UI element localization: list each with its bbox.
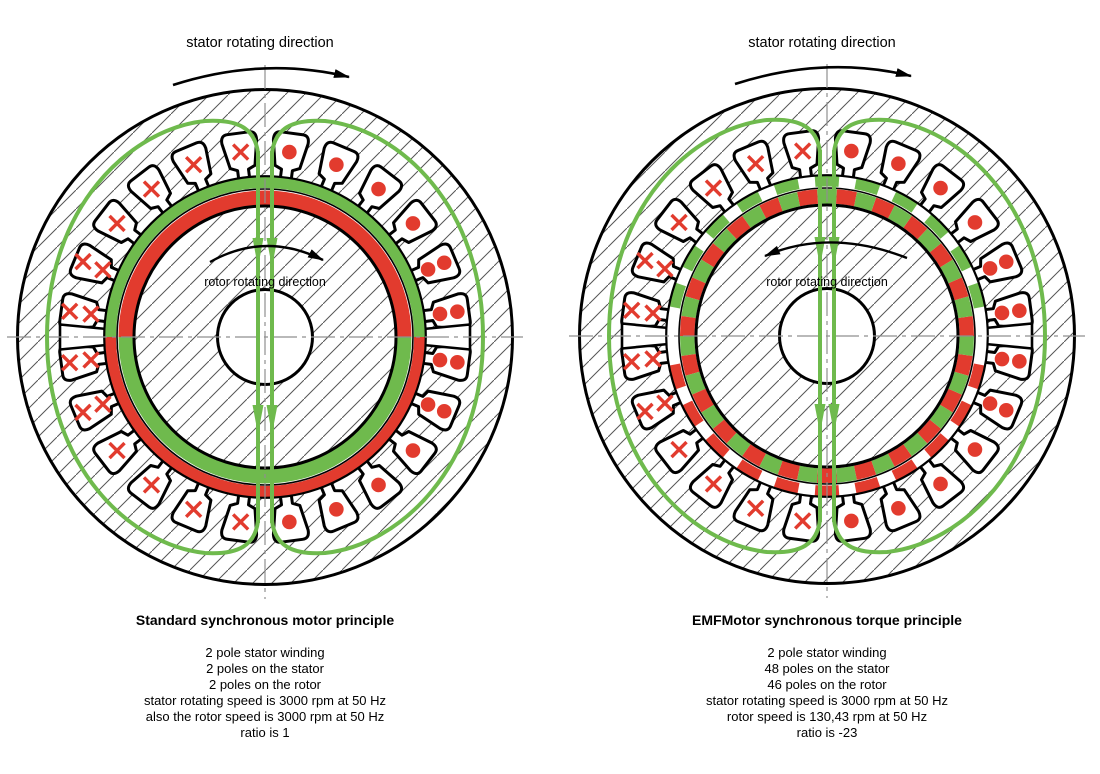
left-caption-line: ratio is 1 xyxy=(240,725,289,740)
direction-arrows xyxy=(172,66,350,264)
current-x-icon xyxy=(108,441,126,460)
left-caption-line: 2 poles on the stator xyxy=(206,661,324,676)
current-x-icon xyxy=(670,440,688,459)
current-dot-icon xyxy=(405,443,421,458)
rotor-direction-arrow xyxy=(209,244,324,264)
current-dot-icon xyxy=(436,255,452,271)
current-x-icon xyxy=(793,512,812,530)
current-dot-icon xyxy=(933,180,948,196)
current-dot-icon xyxy=(844,143,859,159)
current-x-icon xyxy=(622,301,641,319)
stator-direction-arrow xyxy=(734,65,912,86)
right-caption-line: ratio is -23 xyxy=(797,725,858,740)
current-x-icon xyxy=(793,142,812,160)
current-dot-icon xyxy=(329,157,344,172)
current-x-icon xyxy=(184,155,203,174)
current-dot-icon xyxy=(432,352,448,368)
stator-direction-arrow xyxy=(172,66,350,87)
current-x-icon xyxy=(656,394,674,412)
left-rotor-direction-label: rotor rotating direction xyxy=(204,275,326,289)
current-x-icon xyxy=(231,513,250,531)
current-dot-icon xyxy=(405,216,421,231)
current-dot-icon xyxy=(371,477,386,493)
winding-current-markers xyxy=(622,142,1027,530)
current-dot-icon xyxy=(891,501,906,516)
right-motor-title: EMFMotor synchronous torque principle xyxy=(692,612,962,628)
right-motor-diagram xyxy=(569,64,1085,598)
right-stator-direction-label: stator rotating direction xyxy=(748,35,896,51)
right-caption-line: 48 poles on the stator xyxy=(764,661,890,676)
right-caption-line: 2 pole stator winding xyxy=(767,645,886,660)
right-rotor-direction-label: rotor rotating direction xyxy=(766,275,888,289)
current-x-icon xyxy=(108,214,126,233)
left-motor-diagram xyxy=(7,65,523,599)
current-x-icon xyxy=(94,395,112,413)
current-dot-icon xyxy=(420,397,436,412)
current-dot-icon xyxy=(1012,303,1027,318)
current-dot-icon xyxy=(967,442,983,457)
left-caption-line: 2 pole stator winding xyxy=(205,645,324,660)
current-x-icon xyxy=(644,350,662,368)
right-caption-line: stator rotating speed is 3000 rpm at 50 … xyxy=(706,693,948,708)
current-dot-icon xyxy=(933,476,948,492)
direction-arrows xyxy=(734,65,912,260)
current-dot-icon xyxy=(982,396,998,411)
current-x-icon xyxy=(231,143,250,161)
current-x-icon xyxy=(670,213,688,232)
current-x-icon xyxy=(704,475,723,493)
current-dot-icon xyxy=(994,305,1010,321)
current-dot-icon xyxy=(891,156,906,171)
rotor-direction-arrow xyxy=(764,241,908,260)
current-dot-icon xyxy=(282,514,297,530)
current-x-icon xyxy=(94,261,112,279)
current-dot-icon xyxy=(994,351,1010,367)
left-motor-title: Standard synchronous motor principle xyxy=(136,612,394,628)
current-dot-icon xyxy=(432,306,448,322)
current-x-icon xyxy=(746,499,765,518)
current-dot-icon xyxy=(967,215,983,230)
current-x-icon xyxy=(74,252,92,271)
left-stator-direction-label: stator rotating direction xyxy=(186,35,334,51)
left-caption-line: 2 poles on the rotor xyxy=(209,677,322,692)
current-x-icon xyxy=(82,351,100,369)
current-x-icon xyxy=(142,476,161,494)
centerlines xyxy=(569,64,1085,598)
current-dot-icon xyxy=(844,513,859,529)
current-x-icon xyxy=(74,403,92,422)
left-caption-line: stator rotating speed is 3000 rpm at 50 … xyxy=(144,693,386,708)
current-dot-icon xyxy=(998,402,1014,418)
right-caption-line: rotor speed is 130,43 rpm at 50 Hz xyxy=(727,709,927,724)
current-dot-icon xyxy=(450,304,465,319)
current-dot-icon xyxy=(998,254,1014,270)
current-x-icon xyxy=(622,353,641,371)
current-dot-icon xyxy=(1012,354,1027,369)
current-x-icon xyxy=(142,180,161,198)
current-dot-icon xyxy=(371,181,386,197)
right-caption-line: 46 poles on the rotor xyxy=(767,677,887,692)
current-x-icon xyxy=(636,251,654,270)
current-x-icon xyxy=(746,154,765,173)
current-x-icon xyxy=(644,304,662,322)
flux-lines xyxy=(606,117,1048,555)
current-x-icon xyxy=(82,305,100,323)
current-x-icon xyxy=(656,260,674,278)
current-x-icon xyxy=(636,402,654,421)
current-x-icon xyxy=(60,354,79,372)
left-caption-line: also the rotor speed is 3000 rpm at 50 H… xyxy=(146,709,384,724)
current-dot-icon xyxy=(436,403,452,419)
current-dot-icon xyxy=(450,355,465,370)
current-x-icon xyxy=(704,179,723,197)
current-x-icon xyxy=(184,500,203,519)
current-dot-icon xyxy=(282,144,297,160)
flux-arrowheads xyxy=(814,237,840,433)
winding-current-markers xyxy=(60,143,465,531)
centerlines xyxy=(7,65,523,599)
flux-lines xyxy=(44,118,486,556)
current-x-icon xyxy=(60,302,79,320)
current-dot-icon xyxy=(329,502,344,517)
current-dot-icon xyxy=(982,261,998,276)
current-dot-icon xyxy=(420,262,436,277)
